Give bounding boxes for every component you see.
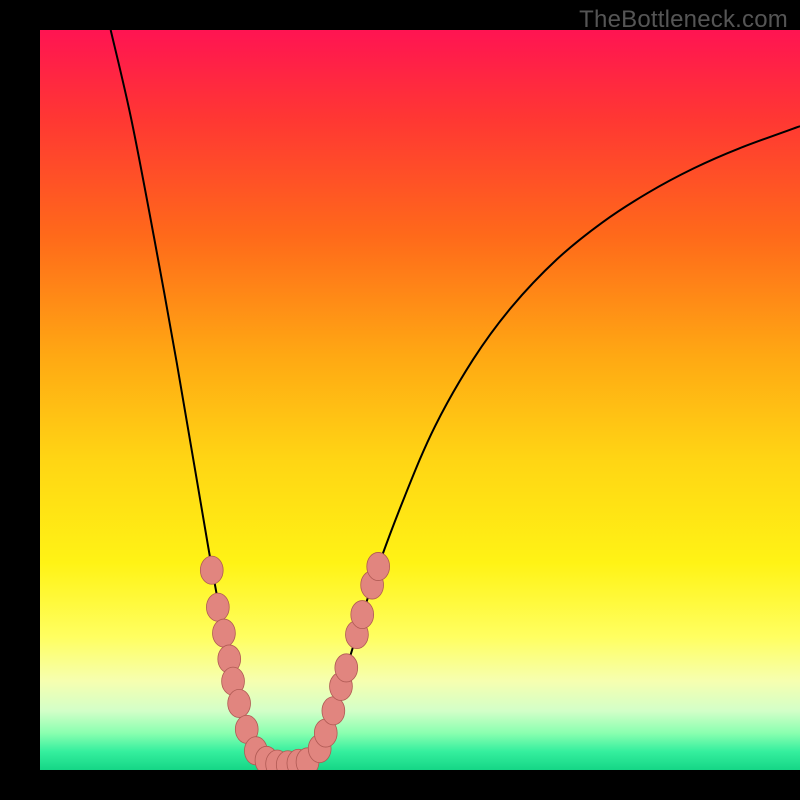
data-point — [351, 601, 374, 629]
data-point — [322, 697, 345, 725]
chart-frame: TheBottleneck.com — [0, 0, 800, 800]
data-point — [335, 654, 358, 682]
data-point — [206, 593, 229, 621]
data-point — [200, 556, 223, 584]
chart-svg — [40, 30, 800, 770]
data-point — [367, 552, 390, 580]
plot-area — [40, 30, 800, 770]
gradient-background — [40, 30, 800, 770]
data-point — [228, 689, 251, 717]
data-point — [213, 619, 236, 647]
